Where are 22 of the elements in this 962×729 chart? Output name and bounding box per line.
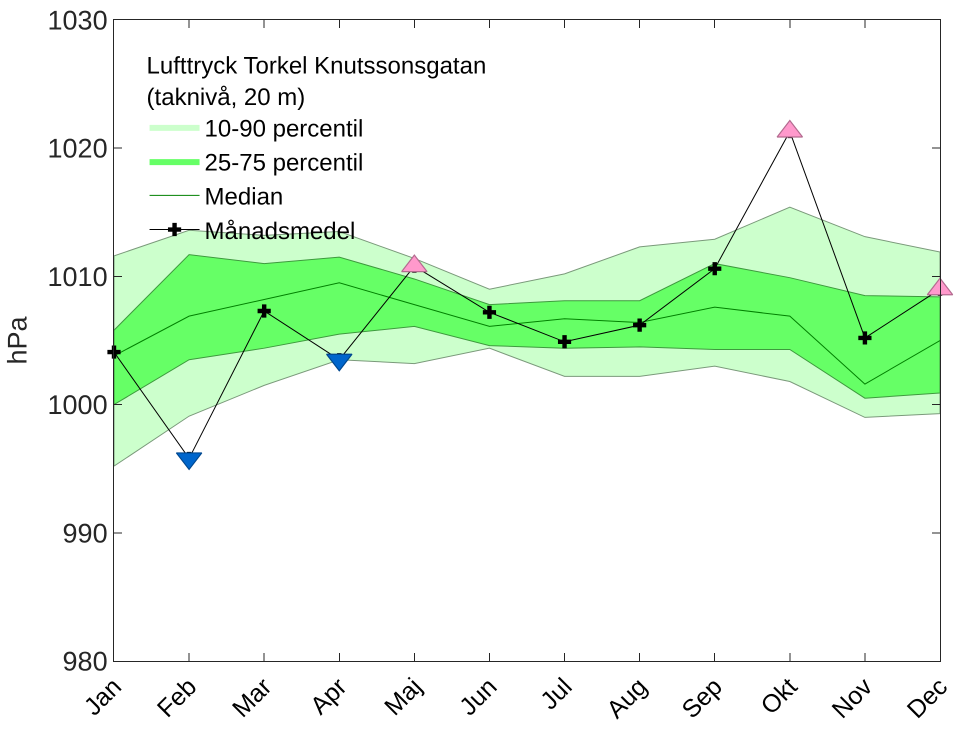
legend-title: Lufttryck Torkel Knutssonsgatan (taknivå, 20 m) [146, 52, 486, 111]
legend-label: Månadsmedel [204, 218, 356, 245]
x-tick-label: Apr [305, 672, 352, 720]
x-tick-label: Dec [902, 672, 954, 724]
x-tick-label: Sep [676, 672, 728, 724]
legend-label: 25-75 percentil [204, 149, 364, 176]
x-tick-label: Mar [227, 672, 278, 724]
y-tick-label: 1020 [48, 134, 108, 164]
y-tick-label: 1030 [48, 5, 108, 36]
legend-label: 10-90 percentil [204, 115, 364, 142]
y-tick-label: 1000 [48, 390, 108, 420]
x-tick-label: Maj [379, 672, 428, 722]
x-tick-label: Jun [454, 672, 503, 722]
y-tick-label: 990 [62, 518, 108, 548]
x-tick-label: Okt [756, 672, 803, 720]
y-axis-title: hPa [2, 316, 33, 365]
y-tick-label: 1010 [48, 262, 108, 292]
x-tick-label: Jul [535, 672, 578, 716]
x-tick-label: Aug [601, 672, 653, 724]
x-tick-label: Nov [826, 672, 878, 724]
x-tick-label: Feb [152, 672, 202, 724]
legend-label: Median [204, 184, 284, 211]
